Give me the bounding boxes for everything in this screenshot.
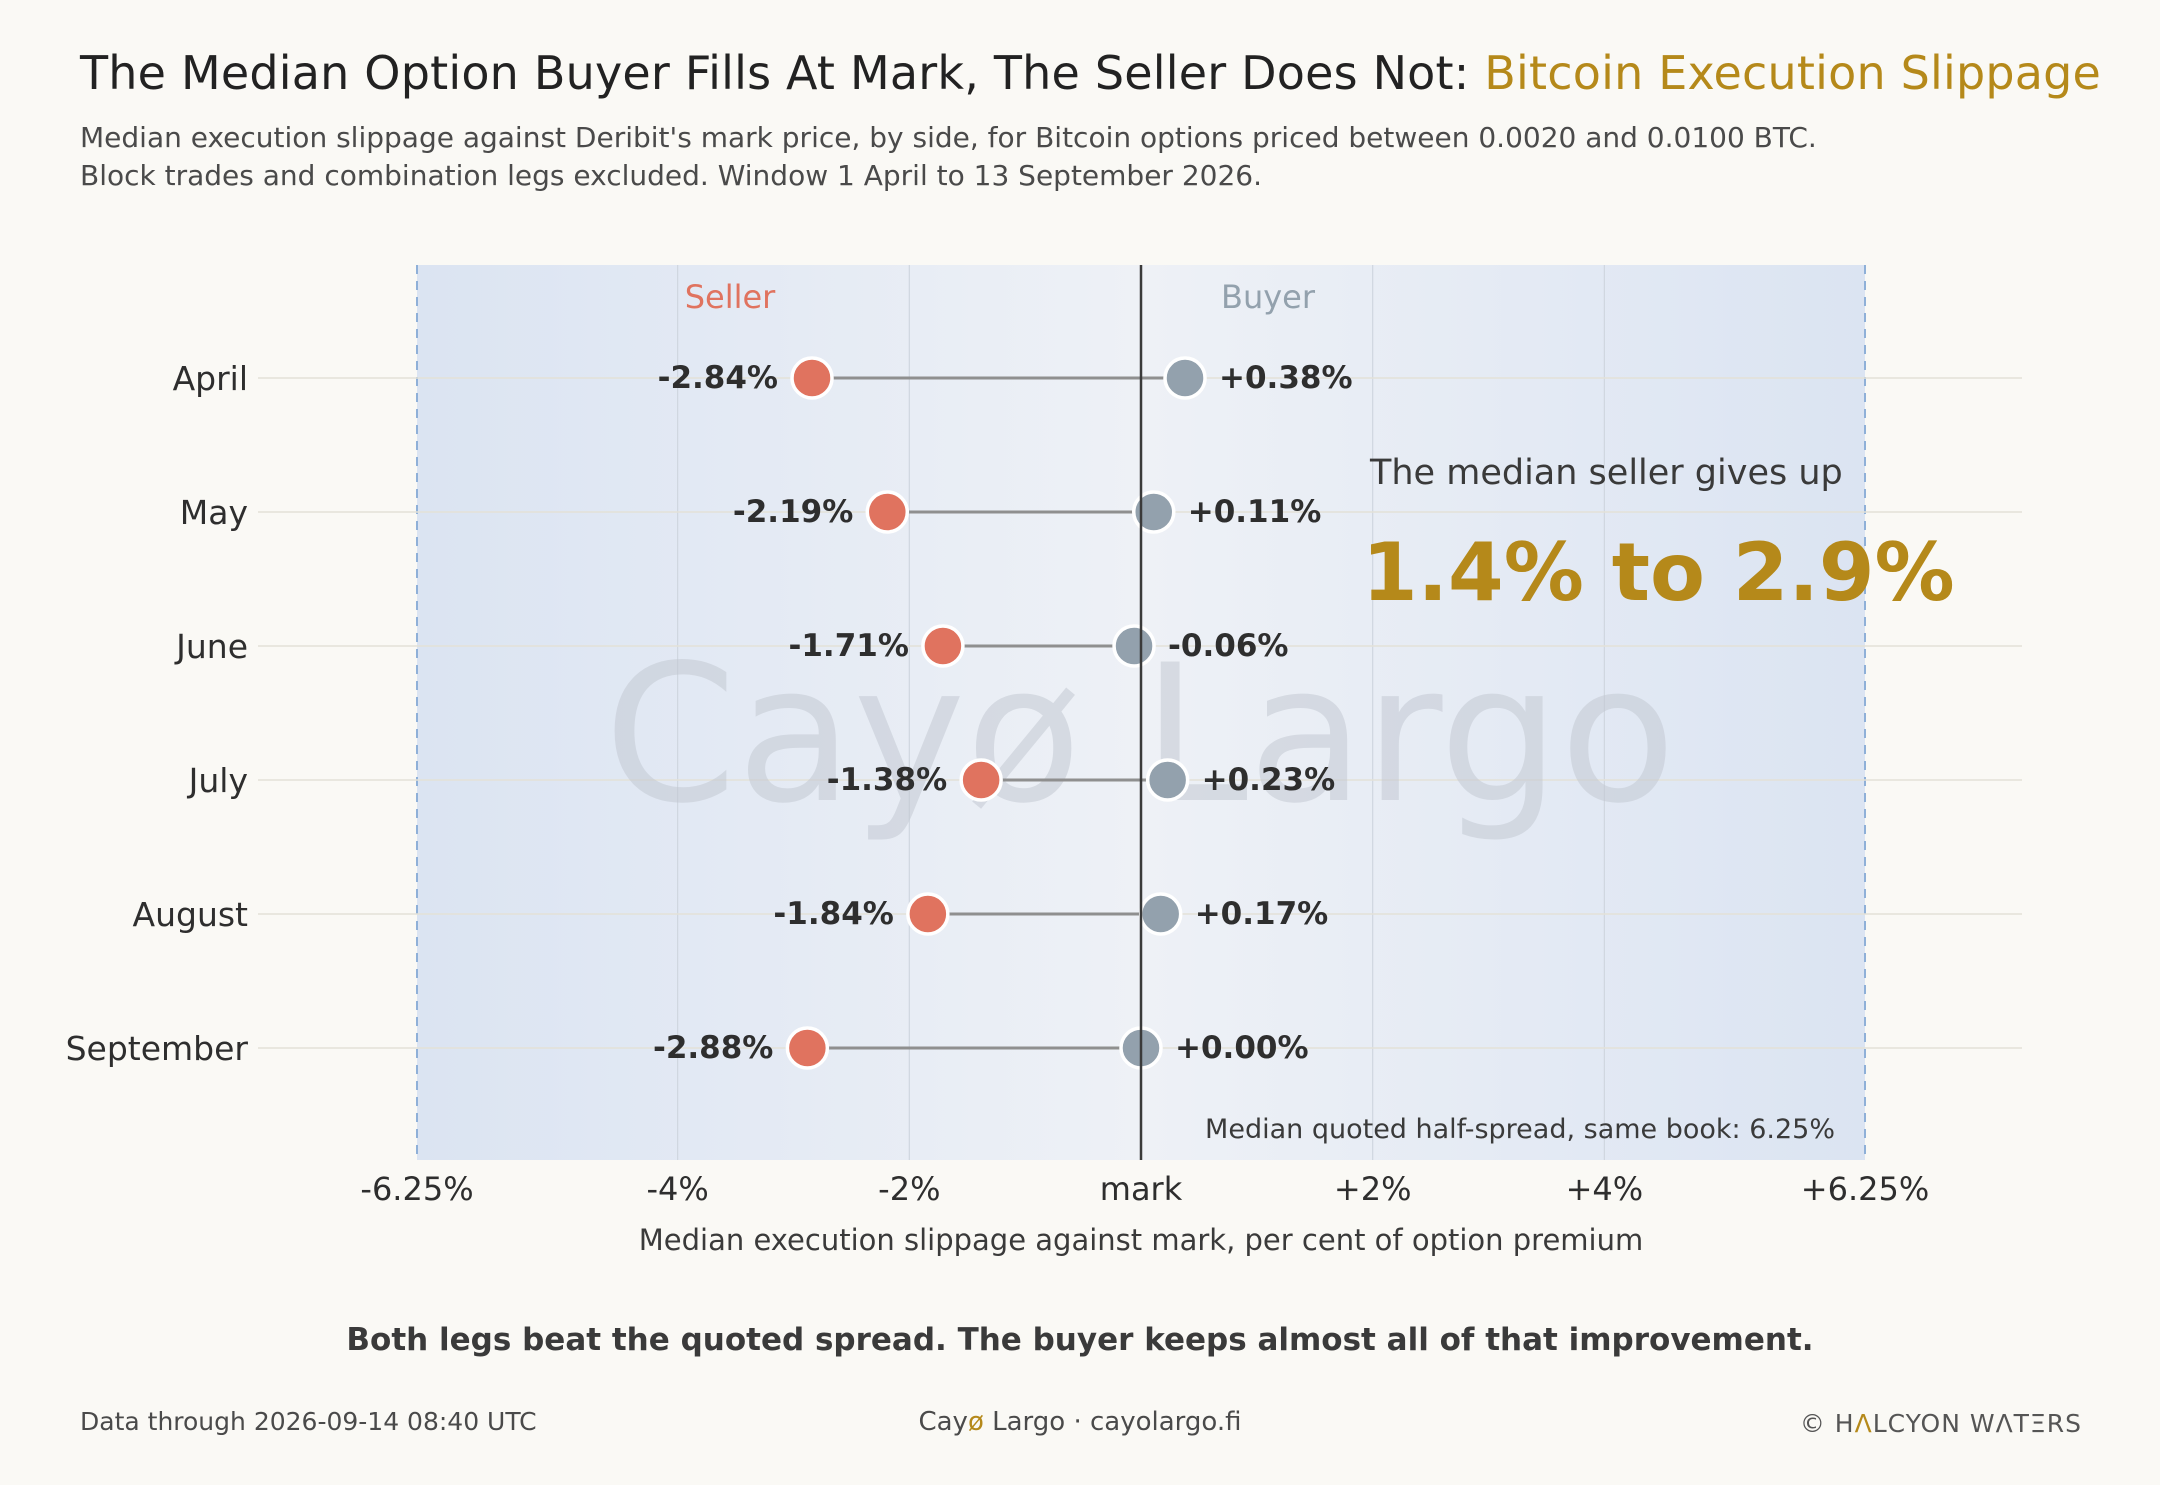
category-label: September <box>66 1029 249 1068</box>
seller-dot <box>865 490 910 534</box>
x-tick-label: +6.25% <box>1801 1170 1929 1208</box>
category-label: July <box>187 761 248 800</box>
category-label: April <box>173 359 248 398</box>
data-through-note: Data through 2026-09-14 08:40 UTC <box>80 1407 537 1436</box>
seller-dot <box>959 758 1003 802</box>
x-tick-label: +4% <box>1566 1170 1644 1208</box>
seller-value-label: -1.38% <box>827 762 947 798</box>
seller-value-label: -2.84% <box>658 360 778 396</box>
spread-annotation: Median quoted half-spread, same book: 6.… <box>1205 1114 1835 1145</box>
x-tick-label: +2% <box>1334 1170 1412 1208</box>
category-label: August <box>133 895 249 934</box>
chart-title-main: The Median Option Buyer Fills At Mark, T… <box>80 46 1485 100</box>
brand-footer: Cayø Largo · cayolargo.fi <box>0 1407 2160 1437</box>
brand-name-o: ø <box>967 1407 984 1437</box>
chart-subtitle: Median execution slippage against Deribi… <box>80 119 1817 195</box>
copyright-b: LCYON WΛTΞRS <box>1872 1409 2082 1438</box>
buyer-side-label: Buyer <box>1221 278 1316 316</box>
dot-range-chart: Cayø Largo April -2.84% +0.38%May -2.19% +0.… <box>66 265 2022 1257</box>
buyer-dot <box>1163 356 1207 400</box>
buyer-value-label: -0.06% <box>1168 628 1288 664</box>
x-tick-label: mark <box>1100 1170 1183 1208</box>
buyer-value-label: +0.11% <box>1188 494 1322 530</box>
buyer-value-label: +0.23% <box>1202 762 1336 798</box>
buyer-dot <box>1138 892 1183 936</box>
seller-side-label: Seller <box>685 278 776 316</box>
x-tick-label: -4% <box>646 1170 708 1208</box>
seller-value-label: -1.71% <box>788 628 908 664</box>
brand-name-b: Largo · cayolargo.fi <box>983 1407 1242 1437</box>
seller-value-label: -2.88% <box>653 1030 773 1066</box>
callout-value: 1.4% to 2.9% <box>1362 526 1955 619</box>
copyright-accent: Λ <box>1854 1409 1873 1438</box>
buyer-dot <box>1131 490 1176 534</box>
x-axis-label: Median execution slippage against mark, … <box>639 1223 1643 1257</box>
seller-value-label: -1.84% <box>773 896 893 932</box>
takeaway-text: Both legs beat the quoted spread. The bu… <box>346 1322 1814 1358</box>
copyright-logo: © HΛLCYON WΛTΞRS <box>1800 1409 2082 1438</box>
x-tick-label: -2% <box>878 1170 940 1208</box>
seller-dot <box>785 1026 830 1070</box>
subtitle-line-2: Block trades and combination legs exclud… <box>80 159 1262 192</box>
category-label: May <box>180 493 248 532</box>
copyright-a: © H <box>1799 1409 1855 1438</box>
buyer-dot <box>1145 758 1190 802</box>
x-tick-label: -6.25% <box>360 1170 473 1208</box>
seller-dot <box>921 624 965 668</box>
seller-dot <box>906 892 950 936</box>
callout-text: The median seller gives up <box>1369 453 1843 493</box>
chart-title: The Median Option Buyer Fills At Mark, T… <box>80 46 2101 100</box>
subtitle-line-1: Median execution slippage against Deribi… <box>80 121 1817 154</box>
buyer-value-label: +0.17% <box>1195 896 1329 932</box>
seller-value-label: -2.19% <box>733 494 853 530</box>
buyer-value-label: +0.00% <box>1175 1030 1309 1066</box>
chart-title-accent: Bitcoin Execution Slippage <box>1484 46 2102 100</box>
category-label: June <box>174 627 248 666</box>
buyer-dot <box>1112 624 1156 668</box>
buyer-value-label: +0.38% <box>1219 360 1353 396</box>
brand-name-a: Cay <box>918 1407 968 1437</box>
seller-dot <box>790 356 834 400</box>
